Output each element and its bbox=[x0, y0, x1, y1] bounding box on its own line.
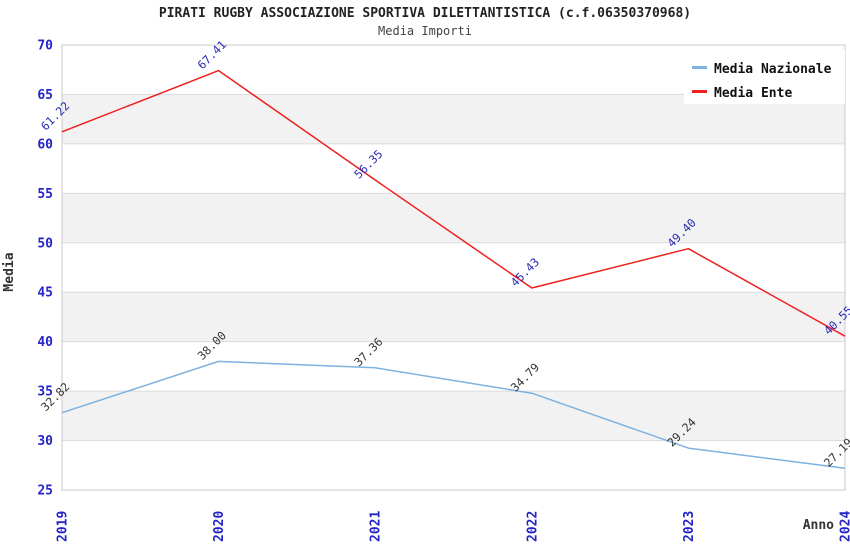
legend-label-media-ente: Media Ente bbox=[714, 86, 792, 101]
y-tick-label: 30 bbox=[37, 434, 53, 449]
plot-border bbox=[61, 44, 846, 491]
series-line-media-ente bbox=[61, 69, 846, 337]
y-tick-label: 60 bbox=[37, 137, 53, 152]
y-tick-label: 65 bbox=[37, 88, 53, 103]
y-tick-label: 55 bbox=[37, 187, 53, 202]
x-axis-title: Anno bbox=[803, 518, 834, 533]
y-tick-label: 50 bbox=[37, 236, 53, 251]
data-label-media-nazionale: 34.79 bbox=[508, 360, 542, 394]
chart-title: PIRATI RUGBY ASSOCIAZIONE SPORTIVA DILET… bbox=[158, 6, 692, 21]
grid-band bbox=[62, 193, 845, 243]
legend-label-media-nazionale: Media Nazionale bbox=[714, 62, 832, 77]
x-tick-label: 2019 bbox=[56, 511, 71, 542]
x-tick-label: 2021 bbox=[369, 511, 384, 542]
x-tick-label: 2023 bbox=[682, 511, 697, 542]
legend-marker-media-nazionale bbox=[692, 66, 707, 69]
y-tick-label: 45 bbox=[37, 286, 53, 301]
x-tick-label: 2024 bbox=[839, 511, 850, 542]
y-tick-label: 35 bbox=[37, 385, 53, 400]
x-tick-label: 2022 bbox=[525, 511, 540, 542]
y-tick-label: 70 bbox=[37, 39, 53, 54]
legend-box bbox=[684, 50, 845, 104]
y-tick-label: 25 bbox=[37, 484, 53, 499]
series-line-media-nazionale bbox=[61, 360, 846, 470]
grid-band bbox=[62, 391, 845, 441]
grid-band bbox=[62, 292, 845, 342]
data-label-media-ente: 56.35 bbox=[351, 147, 385, 181]
chart-subtitle: Media Importi bbox=[378, 24, 472, 38]
legend-marker-media-ente bbox=[692, 90, 707, 93]
x-tick-label: 2020 bbox=[212, 511, 227, 542]
y-axis-title: Media bbox=[2, 252, 17, 291]
data-label-media-ente: 67.41 bbox=[195, 38, 229, 72]
y-tick-label: 40 bbox=[37, 335, 53, 350]
